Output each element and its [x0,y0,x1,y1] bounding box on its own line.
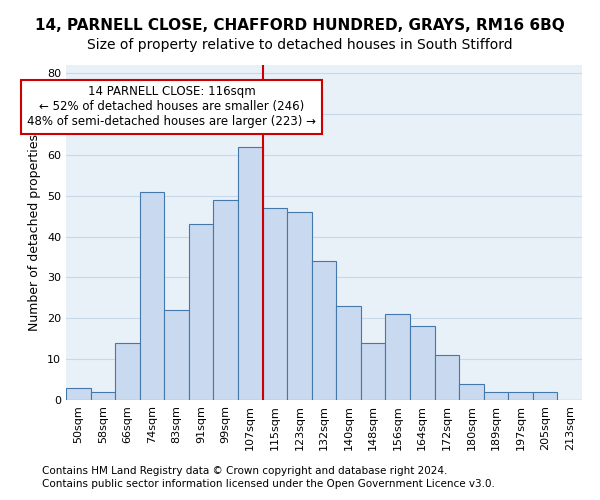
Text: Size of property relative to detached houses in South Stifford: Size of property relative to detached ho… [87,38,513,52]
Bar [263,208,287,400]
Bar [533,392,557,400]
Bar [508,392,533,400]
Bar [115,343,140,400]
Bar [385,314,410,400]
Bar [91,392,115,400]
Bar [214,200,238,400]
Bar [336,306,361,400]
Text: 14 PARNELL CLOSE: 116sqm
← 52% of detached houses are smaller (246)
48% of semi-: 14 PARNELL CLOSE: 116sqm ← 52% of detach… [27,86,316,128]
Bar [66,388,91,400]
Bar [459,384,484,400]
Text: 14, PARNELL CLOSE, CHAFFORD HUNDRED, GRAYS, RM16 6BQ: 14, PARNELL CLOSE, CHAFFORD HUNDRED, GRA… [35,18,565,32]
Bar [410,326,434,400]
Bar [434,355,459,400]
Bar [312,261,336,400]
Bar [287,212,312,400]
Y-axis label: Number of detached properties: Number of detached properties [28,134,41,331]
Bar [238,146,263,400]
Text: Contains HM Land Registry data © Crown copyright and database right 2024.: Contains HM Land Registry data © Crown c… [42,466,448,476]
Bar [189,224,214,400]
Bar [140,192,164,400]
Bar [484,392,508,400]
Bar [361,343,385,400]
Bar [164,310,189,400]
Text: Contains public sector information licensed under the Open Government Licence v3: Contains public sector information licen… [42,479,495,489]
